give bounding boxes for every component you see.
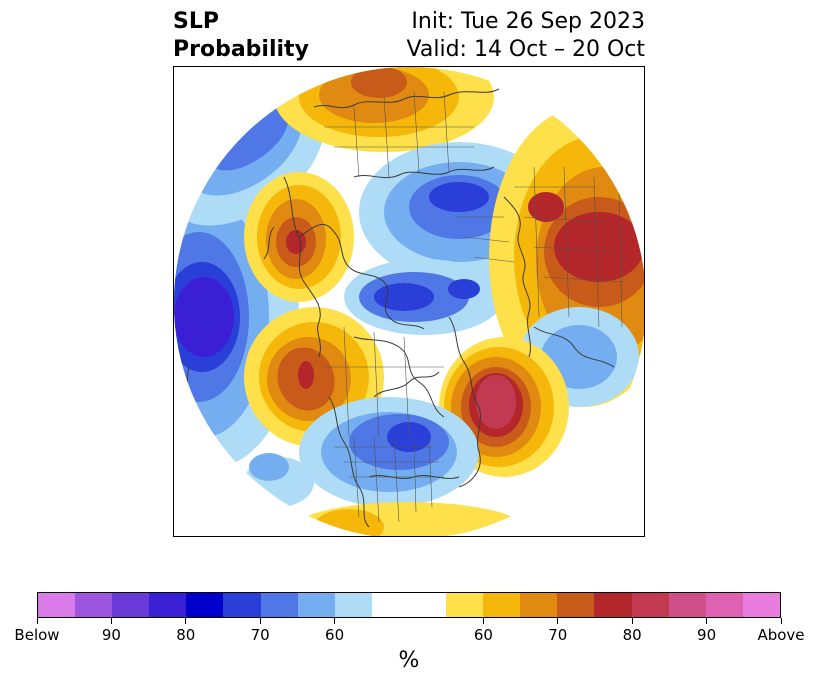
colorbar-swatch [149,593,187,617]
colorbar-swatch [483,593,521,617]
valid-range: Valid: 14 Oct – 20 Oct [406,37,645,62]
colorbar-tick-label: 80 [622,626,642,644]
colorbar-tick [185,618,187,624]
colorbar-swatch [186,593,224,617]
colorbar-tick-label: 80 [176,626,196,644]
colorbar [37,592,781,618]
country-borders [324,91,625,523]
colorbar-tick-label: Below [14,626,60,644]
colorbar-tick [706,618,708,624]
colorbar-swatch [742,593,780,617]
colorbar-tick-label: 90 [697,626,717,644]
colorbar-tick-label: 70 [548,626,568,644]
colorbar-tick-label: 60 [473,626,493,644]
colorbar-swatch [705,593,743,617]
colorbar-tick-label: 70 [250,626,270,644]
colorbar-tick [36,618,38,624]
title-type: Probability [173,37,309,62]
colorbar-swatch [371,593,409,617]
colorbar-swatch [557,593,595,617]
colorbar-tick [334,618,336,624]
colorbar-swatch [112,593,150,617]
colorbar-tick [110,618,112,624]
colorbar-tick-label: 60 [325,626,345,644]
title-variable: SLP [173,9,219,34]
map-title: SLP Probability [173,8,309,64]
probability-map [173,66,645,537]
colorbar-tick-label: 90 [101,626,121,644]
hemisphere-disk [174,67,644,536]
init-date: Init: Tue 26 Sep 2023 [411,9,645,34]
colorbar-swatch [594,593,632,617]
colorbar-swatch [38,593,76,617]
colorbar-tick [259,618,261,624]
colorbar-tick [557,618,559,624]
colorbar-swatch [631,593,669,617]
colorbar-tick [482,618,484,624]
subtropics-above-band [289,502,529,536]
colorbar-tick [631,618,633,624]
north-america-below-anomaly [244,397,479,507]
colorbar-swatch [408,593,447,617]
coastlines [185,88,625,528]
colorbar-swatch [446,593,484,617]
colorbar-swatch [75,593,113,617]
colorbar-swatch [668,593,706,617]
map-dates: Init: Tue 26 Sep 2023 Valid: 14 Oct – 20… [407,8,645,64]
colorbar-swatch [260,593,298,617]
colorbar-swatch [520,593,558,617]
colorbar-tick [780,618,782,624]
colorbar-swatch [223,593,261,617]
colorbar-swatch [334,593,372,617]
colorbar-unit-label: % [398,648,420,673]
colorbar-swatch [297,593,335,617]
colorbar-tick-label: Above [757,626,805,644]
